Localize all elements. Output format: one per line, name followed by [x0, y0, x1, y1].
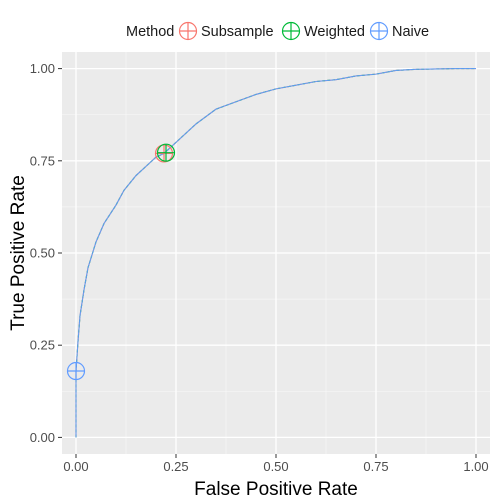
roc-line-naive — [75, 68, 476, 438]
x-tick-label: 0.75 — [363, 459, 388, 474]
y-tick-label: 0.25 — [30, 338, 55, 353]
x-tick-label: 0.00 — [63, 459, 88, 474]
legend-key-weighted — [281, 21, 301, 41]
series-lines — [75, 68, 476, 438]
y-tick-label: 1.00 — [30, 61, 55, 76]
point-weighted — [156, 143, 176, 162]
x-axis-ticks: 0.00 0.25 0.50 0.75 1.00 — [63, 454, 489, 474]
legend-item-subsample: Subsample — [178, 21, 274, 41]
legend-items: Subsample Weighted Naive — [178, 21, 429, 41]
x-axis-title: False Positive Rate — [194, 479, 358, 500]
series-points — [66, 143, 176, 381]
y-axis-title: True Positive Rate — [8, 175, 29, 331]
legend-title: Method — [126, 24, 174, 40]
x-tick-label: 0.50 — [263, 459, 288, 474]
legend-label: Naive — [392, 24, 429, 40]
legend-key-naive — [369, 21, 389, 41]
legend: Method Subsample Weighted Naive — [126, 21, 429, 41]
y-tick-label: 0.75 — [30, 153, 55, 168]
y-tick-label: 0.50 — [30, 246, 55, 261]
legend-item-weighted: Weighted — [281, 21, 365, 41]
x-tick-label: 1.00 — [463, 459, 488, 474]
y-tick-label: 0.00 — [30, 430, 55, 445]
y-axis-ticks: 0.00 0.25 0.50 0.75 1.00 — [30, 61, 62, 445]
legend-label: Subsample — [201, 24, 274, 40]
point-naive — [66, 361, 86, 381]
x-tick-label: 0.25 — [163, 459, 188, 474]
grid-major — [62, 52, 490, 454]
legend-label: Weighted — [304, 24, 365, 40]
legend-item-naive: Naive — [369, 21, 429, 41]
legend-key-subsample — [178, 21, 198, 41]
